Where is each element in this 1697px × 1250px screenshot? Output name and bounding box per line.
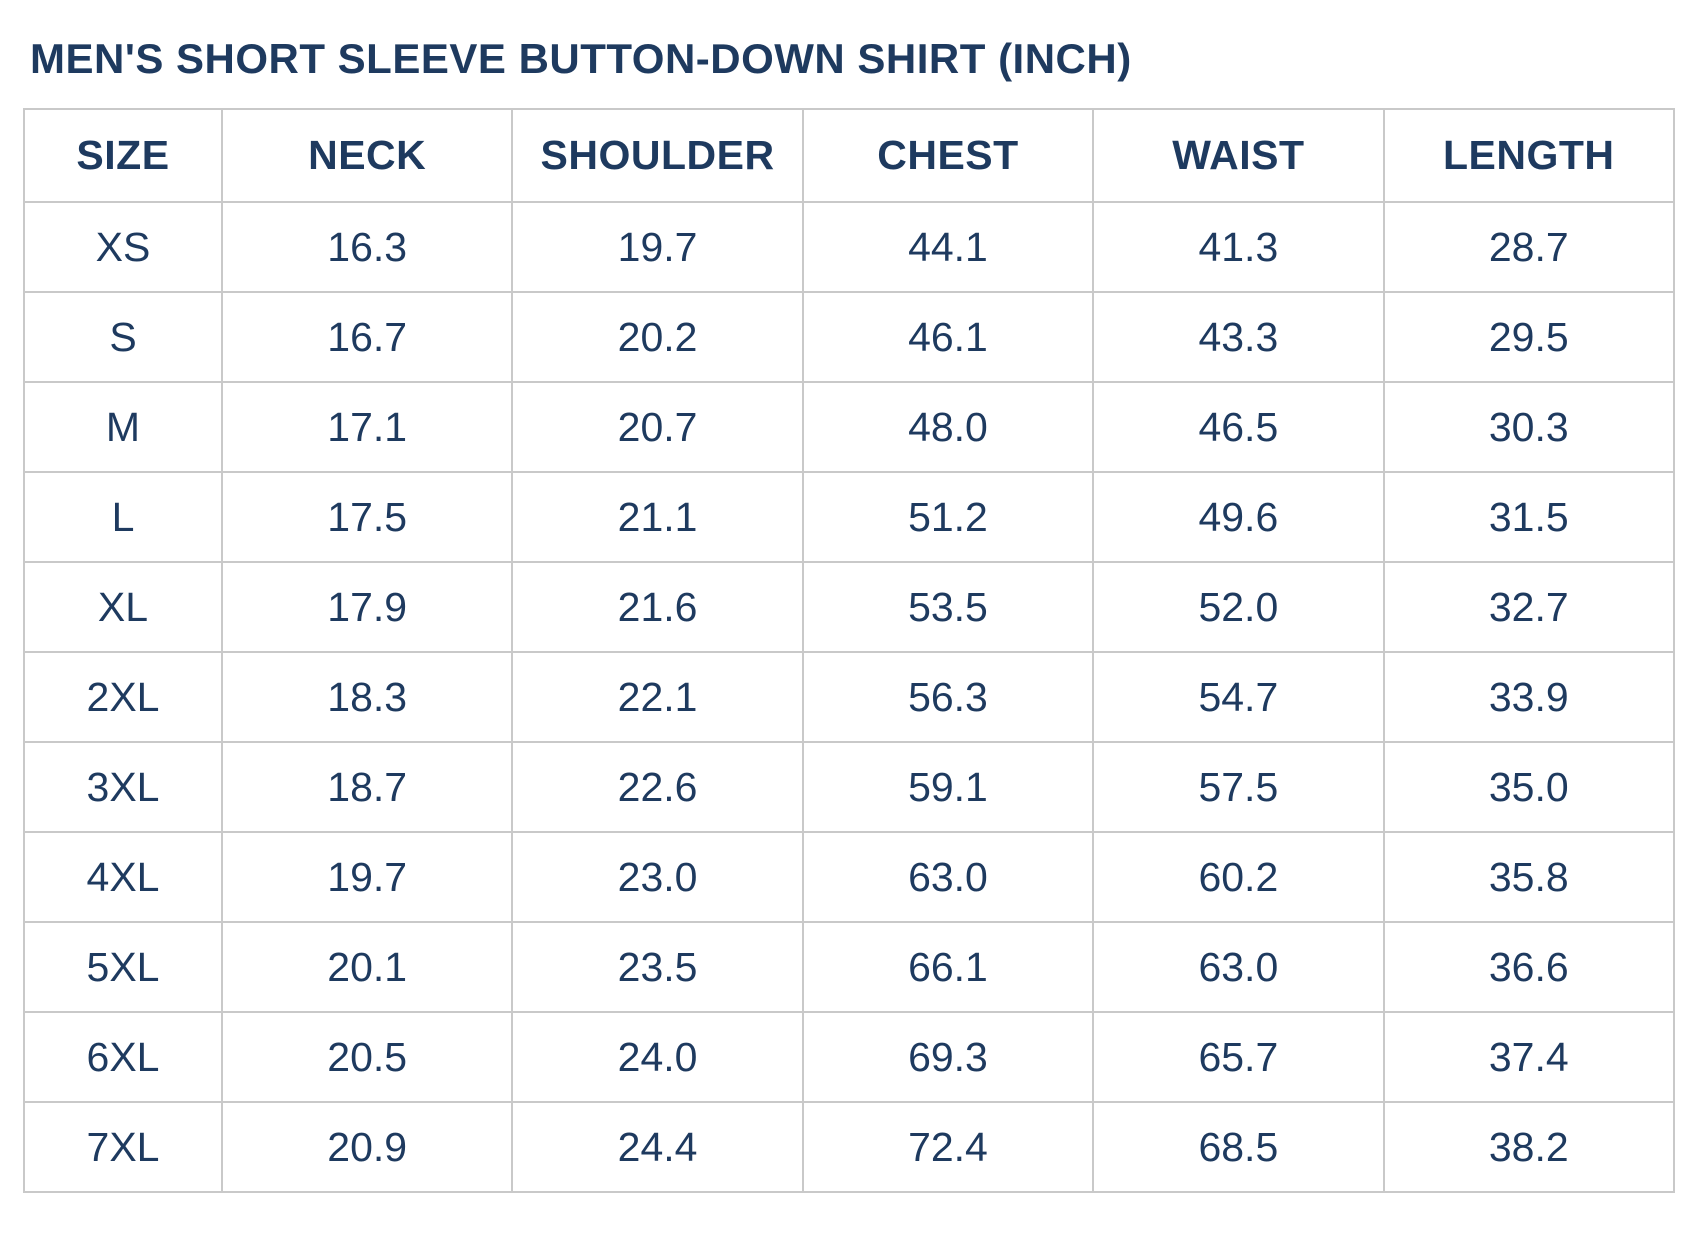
table-row-xl: XL 17.9 21.6 53.5 52.0 32.7 <box>23 561 1676 654</box>
measurement-cell: 63.0 <box>801 831 1095 924</box>
measurement-cell: 36.6 <box>1382 921 1676 1014</box>
measurement-cell: 21.1 <box>511 471 804 564</box>
size-label-cell: 5XL <box>23 921 223 1014</box>
size-label-cell: 7XL <box>23 1101 223 1194</box>
measurement-cell: 22.6 <box>511 741 804 834</box>
measurement-cell: 44.1 <box>801 201 1095 294</box>
size-label-cell: M <box>23 381 223 474</box>
measurement-cell: 18.7 <box>220 741 514 834</box>
measurement-cell: 20.9 <box>220 1101 514 1194</box>
measurement-cell: 24.4 <box>511 1101 804 1194</box>
measurement-cell: 57.5 <box>1092 741 1385 834</box>
measurement-cell: 17.1 <box>220 381 514 474</box>
measurement-cell: 48.0 <box>801 381 1095 474</box>
table-row-s: S 16.7 20.2 46.1 43.3 29.5 <box>23 291 1676 384</box>
measurement-cell: 35.0 <box>1382 741 1676 834</box>
column-header-chest: CHEST <box>801 108 1095 204</box>
measurement-cell: 32.7 <box>1382 561 1676 654</box>
measurement-cell: 16.7 <box>220 291 514 384</box>
size-label-cell: S <box>23 291 223 384</box>
measurement-cell: 65.7 <box>1092 1011 1385 1104</box>
table-header-row: SIZE NECK SHOULDER CHEST WAIST LENGTH <box>23 108 1676 204</box>
table-row-5xl: 5XL 20.1 23.5 66.1 63.0 36.6 <box>23 921 1676 1014</box>
measurement-cell: 28.7 <box>1382 201 1676 294</box>
measurement-cell: 20.2 <box>511 291 804 384</box>
measurement-cell: 35.8 <box>1382 831 1676 924</box>
size-label-cell: 3XL <box>23 741 223 834</box>
measurement-cell: 54.7 <box>1092 651 1385 744</box>
size-label-cell: 2XL <box>23 651 223 744</box>
measurement-cell: 17.9 <box>220 561 514 654</box>
measurement-cell: 43.3 <box>1092 291 1385 384</box>
measurement-cell: 22.1 <box>511 651 804 744</box>
measurement-cell: 20.5 <box>220 1011 514 1104</box>
table-body: XS 16.3 19.7 44.1 41.3 28.7 S 16.7 20.2 46.1 43.3 2… <box>23 201 1676 1194</box>
measurement-cell: 23.5 <box>511 921 804 1014</box>
measurement-cell: 20.1 <box>220 921 514 1014</box>
measurement-cell: 51.2 <box>801 471 1095 564</box>
measurement-cell: 66.1 <box>801 921 1095 1014</box>
measurement-cell: 63.0 <box>1092 921 1385 1014</box>
size-label-cell: 6XL <box>23 1011 223 1104</box>
column-header-shoulder: SHOULDER <box>511 108 804 204</box>
measurement-cell: 59.1 <box>801 741 1095 834</box>
measurement-cell: 46.5 <box>1092 381 1385 474</box>
measurement-cell: 60.2 <box>1092 831 1385 924</box>
measurement-cell: 72.4 <box>801 1101 1095 1194</box>
measurement-cell: 56.3 <box>801 651 1095 744</box>
measurement-cell: 29.5 <box>1382 291 1676 384</box>
size-label-cell: 4XL <box>23 831 223 924</box>
size-label-cell: L <box>23 471 223 564</box>
measurement-cell: 23.0 <box>511 831 804 924</box>
measurement-cell: 17.5 <box>220 471 514 564</box>
table-row-3xl: 3XL 18.7 22.6 59.1 57.5 35.0 <box>23 741 1676 834</box>
measurement-cell: 33.9 <box>1382 651 1676 744</box>
column-header-size: SIZE <box>23 108 223 204</box>
table-row-2xl: 2XL 18.3 22.1 56.3 54.7 33.9 <box>23 651 1676 744</box>
table-row-m: M 17.1 20.7 48.0 46.5 30.3 <box>23 381 1676 474</box>
table-row-l: L 17.5 21.1 51.2 49.6 31.5 <box>23 471 1676 564</box>
table-row-7xl: 7XL 20.9 24.4 72.4 68.5 38.2 <box>23 1101 1676 1194</box>
measurement-cell: 38.2 <box>1382 1101 1676 1194</box>
measurement-cell: 18.3 <box>220 651 514 744</box>
size-label-cell: XL <box>23 561 223 654</box>
table-row-4xl: 4XL 19.7 23.0 63.0 60.2 35.8 <box>23 831 1676 924</box>
size-chart-page: MEN'S SHORT SLEEVE BUTTON-DOWN SHIRT (IN… <box>0 35 1697 1250</box>
measurement-cell: 52.0 <box>1092 561 1385 654</box>
measurement-cell: 37.4 <box>1382 1011 1676 1104</box>
measurement-cell: 53.5 <box>801 561 1095 654</box>
measurement-cell: 21.6 <box>511 561 804 654</box>
measurement-cell: 19.7 <box>511 201 804 294</box>
column-header-neck: NECK <box>220 108 514 204</box>
size-chart-table: SIZE NECK SHOULDER CHEST WAIST LENGTH XS 16.3 1… <box>23 108 1676 1194</box>
column-header-waist: WAIST <box>1092 108 1385 204</box>
measurement-cell: 49.6 <box>1092 471 1385 564</box>
size-label-cell: XS <box>23 201 223 294</box>
measurement-cell: 24.0 <box>511 1011 804 1104</box>
measurement-cell: 20.7 <box>511 381 804 474</box>
size-chart-title: MEN'S SHORT SLEEVE BUTTON-DOWN SHIRT (IN… <box>30 35 1132 82</box>
measurement-cell: 16.3 <box>220 201 514 294</box>
measurement-cell: 30.3 <box>1382 381 1676 474</box>
table-header: SIZE NECK SHOULDER CHEST WAIST LENGTH <box>23 108 1676 204</box>
measurement-cell: 68.5 <box>1092 1101 1385 1194</box>
table-row-xs: XS 16.3 19.7 44.1 41.3 28.7 <box>23 201 1676 294</box>
column-header-length: LENGTH <box>1382 108 1676 204</box>
measurement-cell: 41.3 <box>1092 201 1385 294</box>
measurement-cell: 69.3 <box>801 1011 1095 1104</box>
measurement-cell: 46.1 <box>801 291 1095 384</box>
measurement-cell: 19.7 <box>220 831 514 924</box>
measurement-cell: 31.5 <box>1382 471 1676 564</box>
table-row-6xl: 6XL 20.5 24.0 69.3 65.7 37.4 <box>23 1011 1676 1104</box>
